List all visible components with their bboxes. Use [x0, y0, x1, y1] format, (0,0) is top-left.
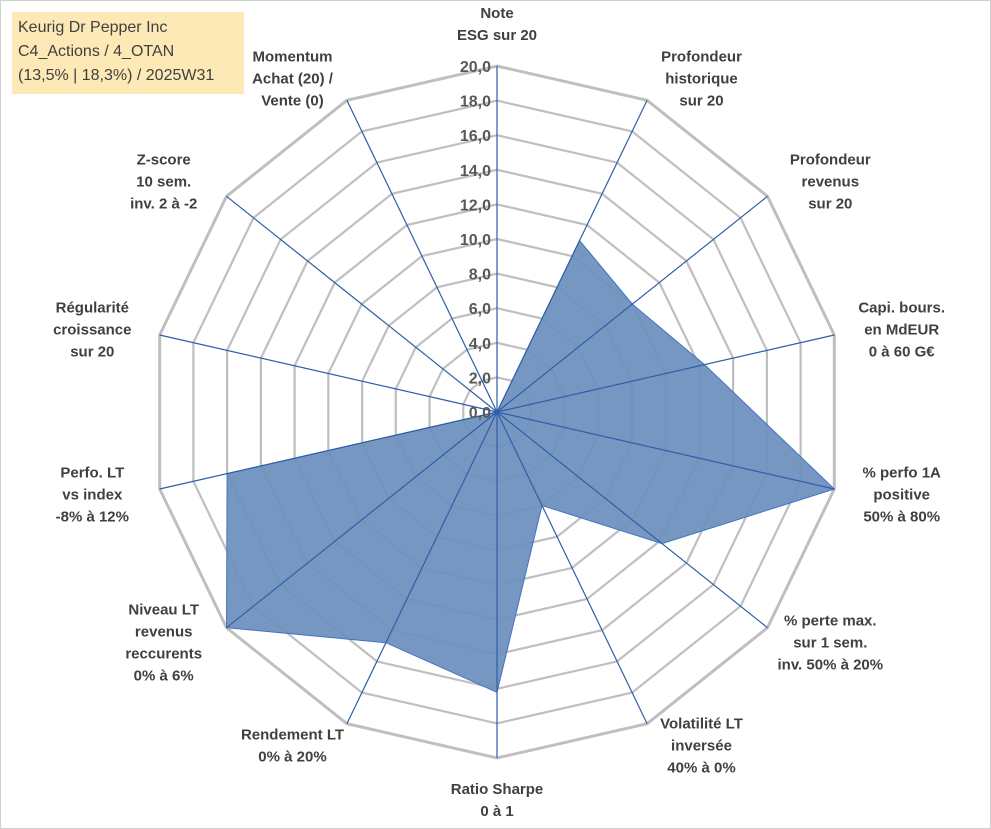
- axis-label: Profondeur historique sur 20: [661, 49, 742, 110]
- axis-label-line: % perte max.: [784, 613, 877, 630]
- axis-label-line: en MdEUR: [864, 322, 939, 339]
- axis-label: Ratio Sharpe 0 à 1: [451, 781, 544, 820]
- tick-label: 4,0: [469, 336, 491, 353]
- tick-label: 16,0: [460, 128, 491, 145]
- axis-label-line: -8% à 12%: [56, 508, 129, 525]
- tick-label: 14,0: [460, 163, 491, 180]
- axis-label-line: 0 à 1: [480, 803, 513, 820]
- axis-label-line: Ratio Sharpe: [451, 781, 544, 798]
- score-period: (13,5% | 18,3%) / 2025W31: [18, 67, 215, 84]
- axis-label-line: Z-score: [137, 151, 191, 168]
- tick-label: 18,0: [460, 94, 491, 111]
- axis-label-line: Capi. bours.: [858, 300, 945, 317]
- axis-label-line: Achat (20) /: [252, 71, 334, 88]
- company-name: Keurig Dr Pepper Inc: [18, 19, 168, 36]
- tick-label: 20,0: [460, 59, 491, 76]
- axis-label-line: 10 sem.: [136, 173, 191, 190]
- axis-label-line: 0% à 6%: [134, 668, 194, 685]
- axis-label-line: sur 1 sem.: [793, 635, 867, 652]
- axis-label-line: Note: [480, 5, 513, 22]
- tick-label: 2,0: [469, 370, 491, 387]
- tick-label: 8,0: [469, 267, 491, 284]
- axis-label: Perfo. LT vs index -8% à 12%: [56, 464, 129, 525]
- spoke-layer: [159, 66, 835, 758]
- axis-spoke: [496, 411, 835, 490]
- axis-label: Volatilité LT inversée 40% à 0%: [660, 715, 743, 776]
- axis-label-line: Rendement LT: [241, 726, 344, 743]
- axis-label-line: inversée: [671, 737, 732, 754]
- axis-spoke: [346, 100, 498, 413]
- tick-label: 12,0: [460, 197, 491, 214]
- axis-label: Régularité croissance sur 20: [53, 300, 131, 361]
- axis-spoke: [159, 411, 498, 490]
- axis-spoke: [496, 411, 648, 724]
- axis-label-line: Régularité: [56, 300, 129, 317]
- axis-label-line: 40% à 0%: [667, 759, 735, 776]
- axis-spoke: [159, 334, 498, 413]
- axis-label-line: inv. 50% à 20%: [777, 657, 883, 674]
- tick-label: 0,0: [469, 405, 491, 422]
- axis-label-line: Perfo. LT: [60, 464, 124, 481]
- axis-label: Profondeur revenus sur 20: [790, 151, 871, 212]
- axis-spoke: [496, 411, 768, 629]
- tick-layer: 0,0 2,0 4,0 6,0 8,0 10,0 12,0 14,0 16,0 18,0 20,0: [460, 59, 491, 422]
- axis-label-line: Profondeur: [790, 151, 871, 168]
- axis-label-line: croissance: [53, 322, 131, 339]
- axis-label-line: Momentum: [253, 49, 333, 66]
- axis-label-line: historique: [665, 71, 738, 88]
- portfolio-label: C4_Actions / 4_OTAN: [18, 43, 175, 60]
- axis-label-line: reccurents: [125, 646, 202, 663]
- axis-label-line: sur 20: [679, 93, 723, 110]
- axis-label: Niveau LT revenus reccurents 0% à 6%: [125, 602, 202, 685]
- axis-label-line: 0% à 20%: [258, 748, 326, 765]
- axis-spoke: [496, 334, 835, 413]
- axis-label: Rendement LT 0% à 20%: [241, 726, 344, 765]
- axis-label-line: positive: [873, 486, 930, 503]
- axis-label: % perte max. sur 1 sem. inv. 50% à 20%: [777, 613, 883, 674]
- axis-label-line: 50% à 80%: [863, 508, 940, 525]
- info-box: Keurig Dr Pepper Inc C4_Actions / 4_OTAN…: [12, 12, 244, 94]
- axis-label-line: vs index: [62, 486, 123, 503]
- axis-label-line: inv. 2 à -2: [130, 195, 197, 212]
- axis-label-line: Niveau LT: [128, 602, 199, 619]
- series-layer: [225, 239, 836, 694]
- axis-label-line: ESG sur 20: [457, 27, 537, 44]
- axis-label-line: sur 20: [808, 195, 852, 212]
- axis-label: Momentum Achat (20) / Vente (0): [252, 49, 334, 110]
- axis-label-line: % perfo 1A: [863, 464, 942, 481]
- axis-label: Note ESG sur 20: [457, 5, 537, 44]
- axis-spoke: [226, 411, 498, 629]
- axis-label-line: revenus: [802, 173, 860, 190]
- axis-label-line: revenus: [135, 624, 193, 641]
- series-area: [225, 239, 836, 694]
- axis-label-line: sur 20: [70, 344, 114, 361]
- axis-label-line: Vente (0): [261, 93, 324, 110]
- axis-label-line: Volatilité LT: [660, 715, 743, 732]
- axis-spoke: [496, 195, 768, 413]
- axis-spoke: [496, 100, 648, 413]
- axis-spoke: [346, 411, 498, 724]
- axis-spoke: [226, 195, 498, 413]
- axis-label-line: 0 à 60 G€: [869, 344, 936, 361]
- axis-label: Capi. bours. en MdEUR 0 à 60 G€: [858, 300, 945, 361]
- axis-label-line: Profondeur: [661, 49, 742, 66]
- axis-label: % perfo 1A positive 50% à 80%: [863, 464, 942, 525]
- axis-label: Z-score 10 sem. inv. 2 à -2: [130, 151, 197, 212]
- tick-label: 6,0: [469, 301, 491, 318]
- tick-label: 10,0: [460, 232, 491, 249]
- axis-label-layer: Note ESG sur 20 Profondeur historique sur 20…: [53, 5, 945, 820]
